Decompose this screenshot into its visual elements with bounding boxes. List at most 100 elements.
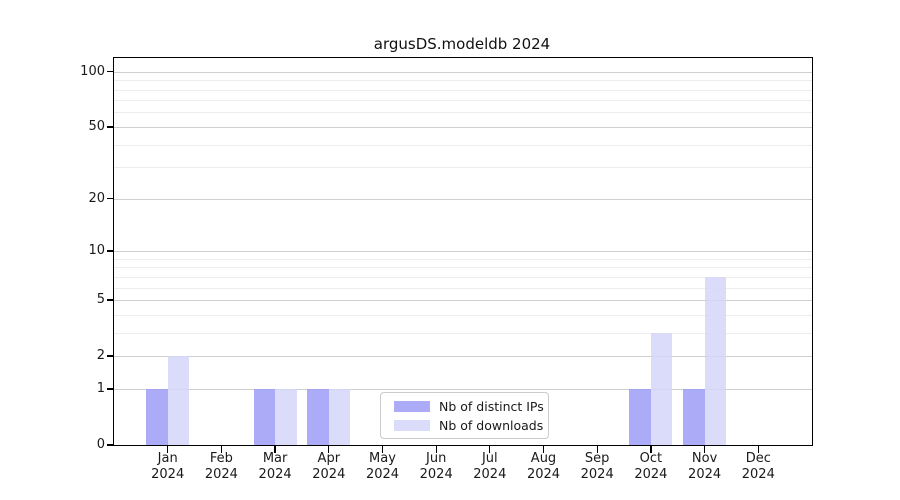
y-tick-label: 20 (88, 190, 105, 206)
x-tick-label-may: May 2024 (340, 451, 426, 482)
plot-area: Nb of distinct IPs Nb of downloads 0 1 2 5 1… (80, 57, 813, 482)
x-tick-label-jan: Jan 2024 (125, 451, 211, 482)
x-tick (328, 446, 330, 454)
x-tick-year: 2024 (688, 466, 722, 482)
x-tick-label-sep: Sep 2024 (554, 451, 640, 482)
x-tick-year: 2024 (312, 466, 346, 482)
x-tick-label-aug: Aug 2024 (501, 451, 587, 482)
x-tick (381, 446, 384, 454)
chart-bar-downloads-nov (704, 276, 727, 445)
x-tick-label-apr: Apr 2024 (286, 451, 372, 482)
y-tick (106, 126, 113, 128)
x-tick-month: Jul (481, 451, 498, 466)
gridline-minor (114, 100, 812, 102)
x-tick (489, 446, 491, 454)
x-tick-label-oct: Oct 2024 (608, 451, 694, 482)
x-tick-year: 2024 (634, 466, 668, 482)
x-tick-month: Jun (426, 451, 447, 466)
chart-bar-distinct-ips-oct (629, 388, 651, 445)
gridline-major (114, 126, 812, 128)
chart-bar-downloads-jan (167, 356, 190, 445)
gridline-major (114, 356, 812, 358)
x-tick-year: 2024 (365, 466, 400, 482)
chart-bar-distinct-ips-apr (307, 388, 329, 445)
y-tick (106, 250, 113, 252)
x-tick-label-nov: Nov 2024 (662, 451, 748, 482)
legend-entry-distinct-ips: Nb of distinct IPs (394, 399, 544, 414)
gridline-major (114, 300, 812, 301)
chart-bar-distinct-ips-jan (146, 388, 168, 445)
y-tick-label: 5 (96, 292, 105, 307)
chart-bar-downloads-oct (650, 332, 673, 445)
gridline-minor (114, 267, 812, 269)
gridline-major (114, 198, 812, 200)
chart-bar-distinct-ips-nov (683, 388, 705, 445)
x-tick-label-dec: Dec 2024 (715, 451, 801, 482)
x-tick-year: 2024 (258, 466, 292, 482)
x-tick-month: Sep (584, 451, 610, 466)
gridline-minor (114, 332, 812, 334)
gridline-minor (114, 287, 812, 289)
legend-entry-downloads: Nb of downloads (394, 417, 544, 433)
x-tick (435, 446, 437, 454)
chart-title: argusDS.modeldb 2024 (373, 35, 551, 53)
x-tick-year: 2024 (741, 466, 775, 482)
legend-label-distinct-ips: Nb of distinct IPs (439, 398, 544, 414)
x-tick (596, 446, 598, 454)
y-tick (106, 444, 113, 446)
x-tick-label-feb: Feb 2024 (178, 451, 264, 482)
x-tick-year: 2024 (580, 466, 614, 482)
legend-swatch-distinct-ips (394, 400, 430, 412)
x-tick-year: 2024 (204, 466, 238, 482)
y-tick-label: 1 (96, 380, 105, 396)
y-tick-label: 2 (96, 348, 105, 364)
x-tick-month: Nov (691, 451, 718, 466)
gridline-minor (114, 314, 812, 316)
gridline-minor (114, 167, 812, 169)
gridline-minor (114, 112, 812, 114)
y-tick (106, 198, 113, 200)
legend-swatch-downloads (394, 419, 430, 431)
x-tick (703, 446, 706, 454)
y-tick (106, 70, 113, 73)
x-tick-month: Jan (157, 451, 178, 466)
gridline-minor (114, 80, 812, 82)
x-tick-month: Mar (262, 451, 288, 466)
x-tick-month: Aug (530, 451, 557, 466)
chart-bar-distinct-ips-mar (253, 388, 276, 445)
x-tick-year: 2024 (151, 466, 185, 482)
y-tick (106, 355, 113, 357)
x-tick-month: May (369, 451, 396, 466)
y-tick-label: 10 (88, 243, 105, 258)
x-tick (757, 446, 759, 454)
y-tick-label: 100 (80, 63, 105, 79)
chart-bar-downloads-apr (328, 388, 351, 445)
y-tick-label: 50 (88, 118, 105, 134)
gridline-major (114, 388, 812, 390)
x-tick-year: 2024 (419, 466, 453, 482)
legend: Nb of distinct IPs Nb of downloads (380, 392, 549, 439)
gridline-minor (114, 276, 812, 278)
x-tick-month: Oct (639, 451, 663, 466)
x-tick-year: 2024 (526, 466, 561, 482)
chart-bar-downloads-mar (275, 388, 297, 445)
x-tick (542, 446, 545, 454)
x-tick-label-mar: Mar 2024 (232, 451, 318, 482)
x-tick-year: 2024 (473, 466, 507, 482)
x-tick-month: Feb (209, 451, 233, 466)
y-tick-label: 0 (96, 437, 105, 452)
legend-label-downloads: Nb of downloads (439, 417, 544, 433)
y-tick (106, 388, 113, 390)
x-tick (167, 446, 169, 454)
x-tick-month: Dec (745, 451, 771, 466)
x-tick-label-jul: Jul 2024 (447, 451, 533, 482)
gridline-major (114, 71, 812, 73)
gridline-major (114, 251, 812, 252)
gridline-minor (114, 258, 812, 260)
x-tick-month: Apr (317, 451, 341, 466)
x-tick (274, 446, 276, 454)
gridline-minor (114, 144, 812, 146)
x-tick (220, 446, 223, 454)
x-tick (650, 446, 652, 454)
